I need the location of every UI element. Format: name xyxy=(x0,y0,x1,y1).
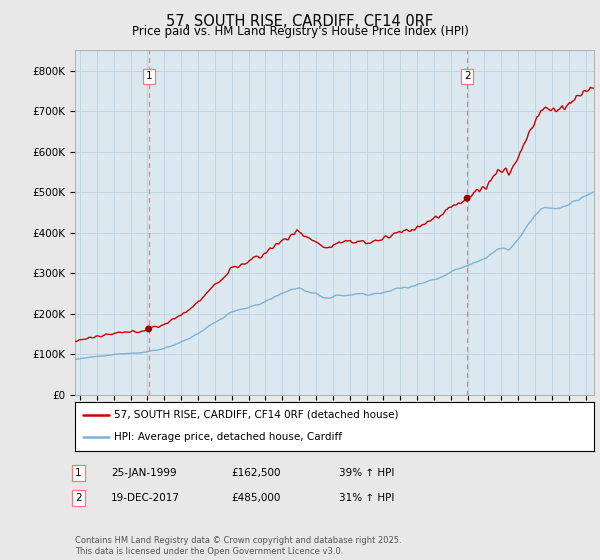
Text: 31% ↑ HPI: 31% ↑ HPI xyxy=(339,493,394,503)
Text: Price paid vs. HM Land Registry's House Price Index (HPI): Price paid vs. HM Land Registry's House … xyxy=(131,25,469,38)
Text: 19-DEC-2017: 19-DEC-2017 xyxy=(111,493,180,503)
Text: 25-JAN-1999: 25-JAN-1999 xyxy=(111,468,176,478)
Text: 57, SOUTH RISE, CARDIFF, CF14 0RF: 57, SOUTH RISE, CARDIFF, CF14 0RF xyxy=(166,14,434,29)
Text: 2: 2 xyxy=(75,493,82,503)
Point xyxy=(144,324,154,333)
Text: 39% ↑ HPI: 39% ↑ HPI xyxy=(339,468,394,478)
Point xyxy=(463,194,472,203)
Text: 1: 1 xyxy=(75,468,82,478)
Text: HPI: Average price, detached house, Cardiff: HPI: Average price, detached house, Card… xyxy=(114,432,342,442)
Text: 1: 1 xyxy=(145,71,152,81)
Text: £485,000: £485,000 xyxy=(231,493,280,503)
Text: £162,500: £162,500 xyxy=(231,468,281,478)
Text: 57, SOUTH RISE, CARDIFF, CF14 0RF (detached house): 57, SOUTH RISE, CARDIFF, CF14 0RF (detac… xyxy=(114,410,398,420)
Text: 2: 2 xyxy=(464,71,470,81)
Text: Contains HM Land Registry data © Crown copyright and database right 2025.
This d: Contains HM Land Registry data © Crown c… xyxy=(75,536,401,556)
